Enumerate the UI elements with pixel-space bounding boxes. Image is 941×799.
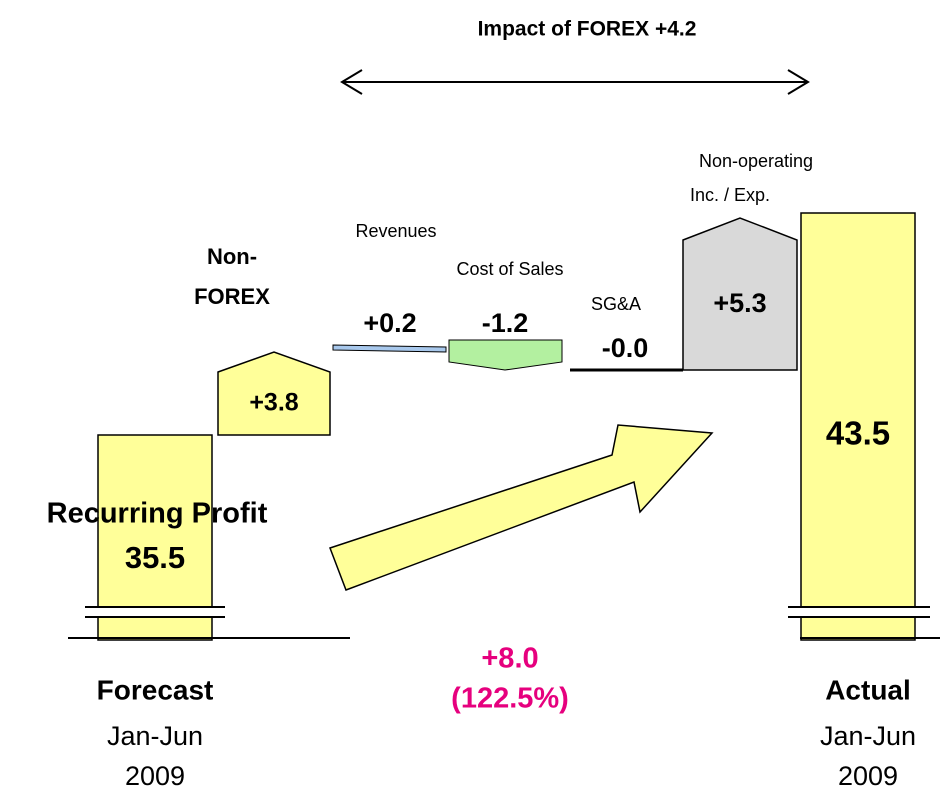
step-label: SG&A [591,294,641,314]
forecast-value: 35.5 [125,540,185,575]
axis-break [788,606,940,639]
actual-period: Jan-Jun [820,721,916,751]
growth-arrow [329,424,714,591]
forecast-year: 2009 [125,761,185,791]
step-label: Cost of Sales [456,259,563,279]
forecast-label: Forecast [97,674,214,705]
actual-value: 43.5 [826,415,890,452]
step-label: FOREX [194,284,270,309]
title: Impact of FOREX +4.2 [478,18,697,41]
step-label: Non-operating [699,151,813,171]
step-shape [332,344,447,353]
step-label: Inc. / Exp. [690,185,770,205]
change-ratio: (122.5%) [451,683,569,715]
forecast-period: Jan-Jun [107,721,203,751]
double-arrow [340,69,810,95]
actual-year: 2009 [838,761,898,791]
step-shape [217,351,331,436]
step-value: -0.0 [602,333,649,363]
forecast-bar [97,434,213,641]
actual-label: Actual [825,674,911,705]
step-value: -1.2 [482,308,529,338]
step-value: +5.3 [713,288,766,318]
actual-bar [800,212,916,641]
step-value: +0.2 [363,308,416,338]
step-value: +3.8 [249,389,298,417]
change-value: +8.0 [481,643,538,675]
step-label: Non- [207,244,257,269]
caption: Recurring Profit [47,498,268,530]
step-label: Revenues [355,221,436,241]
step-shape [682,217,798,371]
step-shape [448,339,563,371]
